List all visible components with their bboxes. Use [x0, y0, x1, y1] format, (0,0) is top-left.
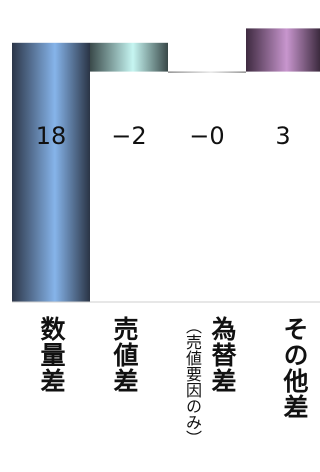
data-label-売値差: −2 [111, 122, 146, 150]
data-label-数量差: 18 [36, 122, 67, 150]
category-label-2: 為替差 [208, 316, 237, 394]
bar-その他差 [246, 28, 320, 72]
bar-数量差 [12, 42, 90, 303]
category-label-0: 数量差 [37, 316, 66, 394]
category-label-1: 売値差 [110, 316, 139, 394]
bar-売値差 [90, 42, 168, 72]
category-note-2: （売値要因のみ） [183, 318, 202, 446]
data-label-その他差: 3 [275, 122, 290, 150]
data-label-為替差: −0 [189, 122, 224, 150]
category-label-3: その他差 [280, 316, 309, 420]
bar-為替差 [168, 71, 246, 73]
